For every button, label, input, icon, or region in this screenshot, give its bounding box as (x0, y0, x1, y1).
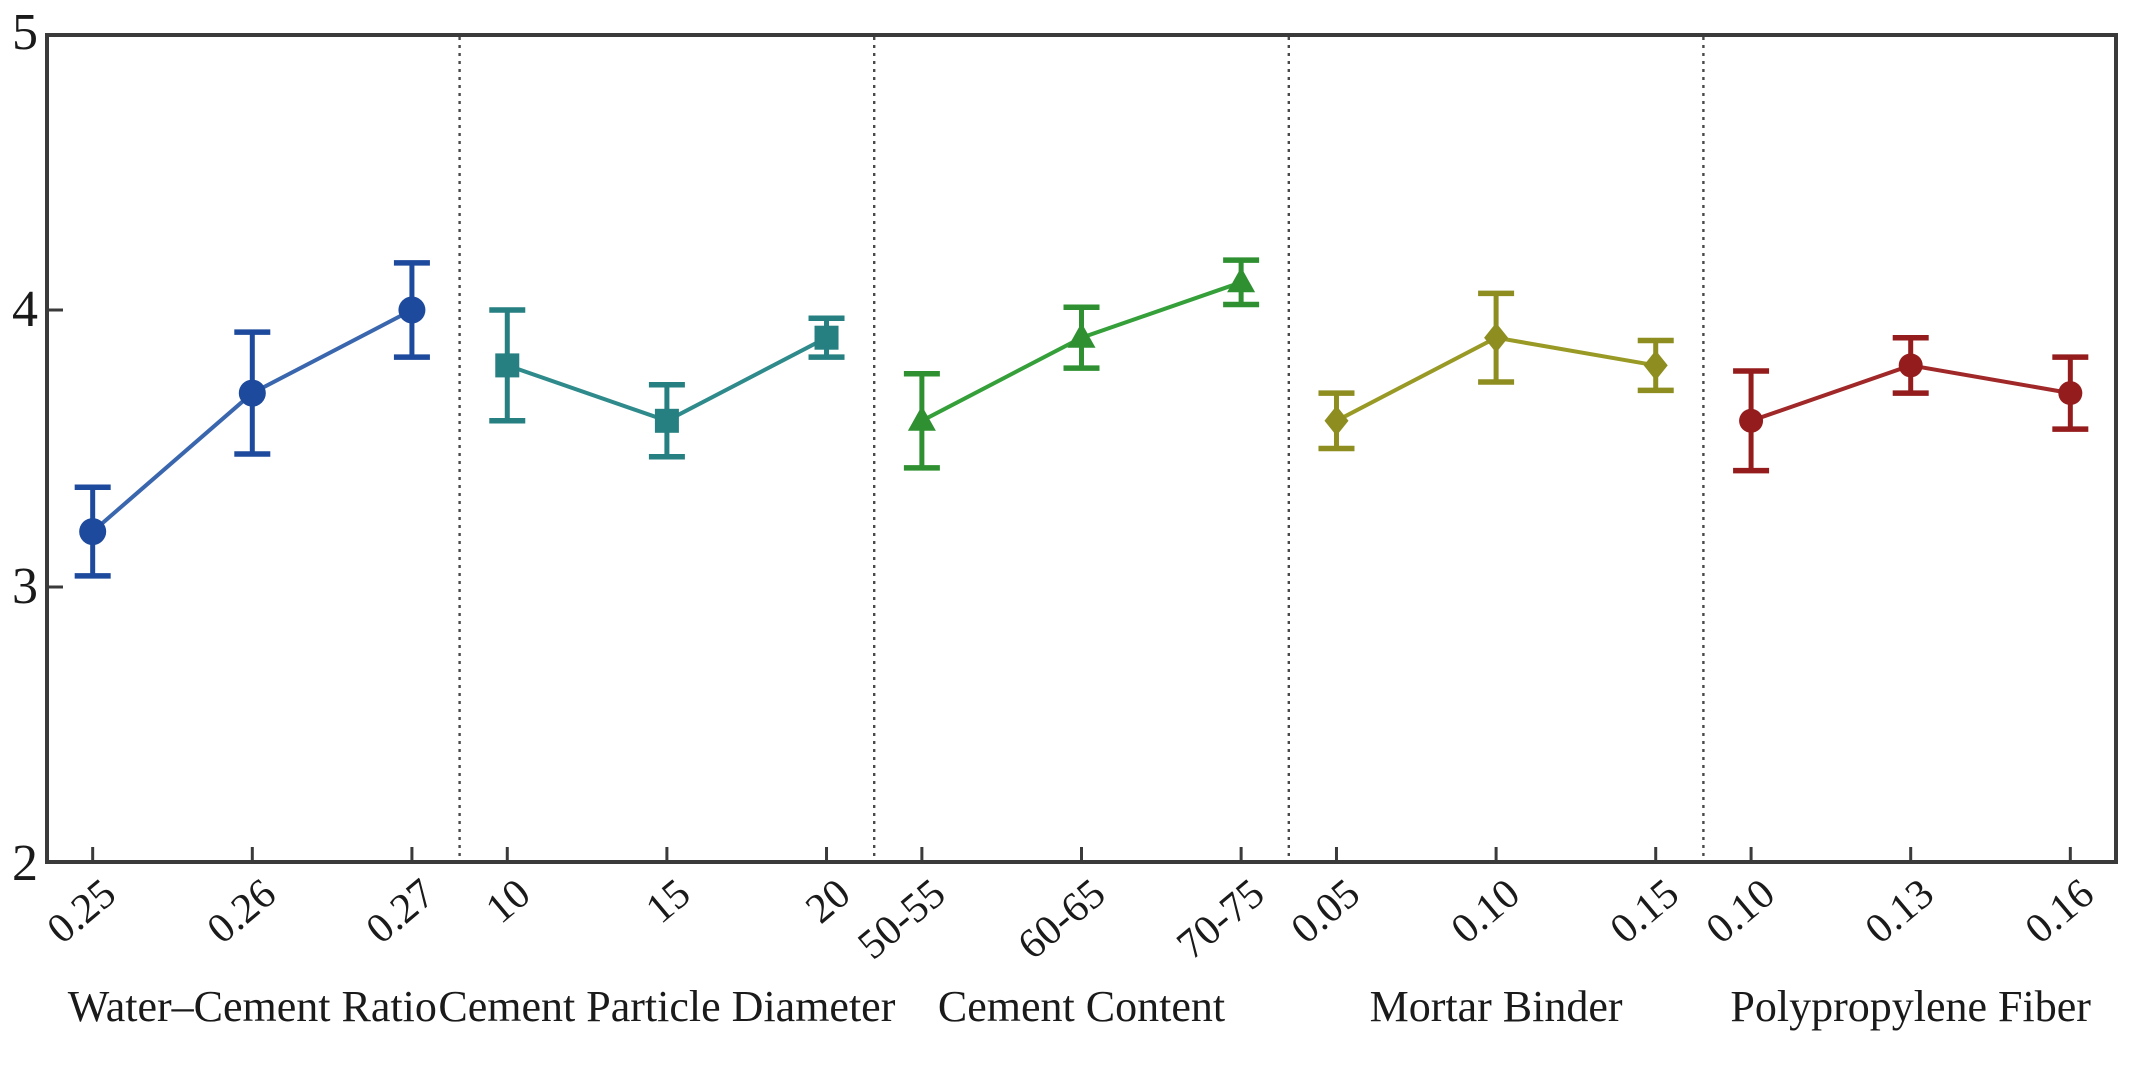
panel-label: Water–Cement Ratio (67, 982, 437, 1031)
data-point-marker (654, 408, 679, 433)
x-tick-label: 0.26 (198, 870, 285, 953)
x-tick-label: 0.16 (2016, 870, 2103, 953)
y-tick-label: 3 (12, 558, 38, 615)
x-tick-label: 0.25 (39, 870, 125, 953)
data-point-marker (1324, 405, 1349, 436)
x-tick-label: 0.10 (1697, 870, 1784, 953)
data-point-marker (1643, 350, 1668, 381)
plot-canvas (45, 33, 2118, 864)
panel-label: Cement Particle Diameter (438, 982, 896, 1031)
x-tick-label: 0.10 (1442, 870, 1529, 953)
data-point-marker (1067, 322, 1096, 348)
x-tick-label: 15 (637, 870, 700, 933)
y-tick-label: 5 (12, 4, 38, 61)
data-point-marker (2058, 381, 2083, 406)
x-tick-label: 0.05 (1282, 870, 1369, 953)
data-point-marker (1739, 408, 1764, 433)
data-point-marker (814, 325, 839, 350)
x-tick-label: 10 (477, 870, 540, 933)
x-tick-label: 20 (797, 870, 859, 933)
x-tick-label: 0.27 (358, 870, 445, 953)
panel-label: Cement Content (937, 982, 1226, 1031)
x-tick-label: 70-75 (1168, 870, 1274, 969)
data-point-marker (1227, 267, 1256, 293)
data-point-marker (398, 296, 426, 324)
y-tick-label: 2 (12, 835, 38, 892)
data-point-marker (79, 518, 107, 546)
plot-area (45, 33, 2118, 864)
data-point-marker (907, 405, 936, 431)
panel-label: Polypropylene Fiber (1730, 982, 2091, 1031)
axis-frame (45, 33, 2118, 864)
data-point-marker (1898, 353, 1923, 378)
x-tick-label: 0.15 (1602, 870, 1689, 953)
data-point-marker (238, 379, 266, 407)
x-tick-label: 50-55 (849, 870, 955, 969)
x-tick-label: 60-65 (1009, 870, 1114, 969)
y-tick-label: 4 (12, 281, 38, 338)
panel-label: Mortar Binder (1369, 982, 1623, 1031)
x-tick-label: 0.13 (1857, 870, 1943, 953)
data-point-marker (495, 353, 520, 378)
data-point-marker (1484, 322, 1509, 353)
